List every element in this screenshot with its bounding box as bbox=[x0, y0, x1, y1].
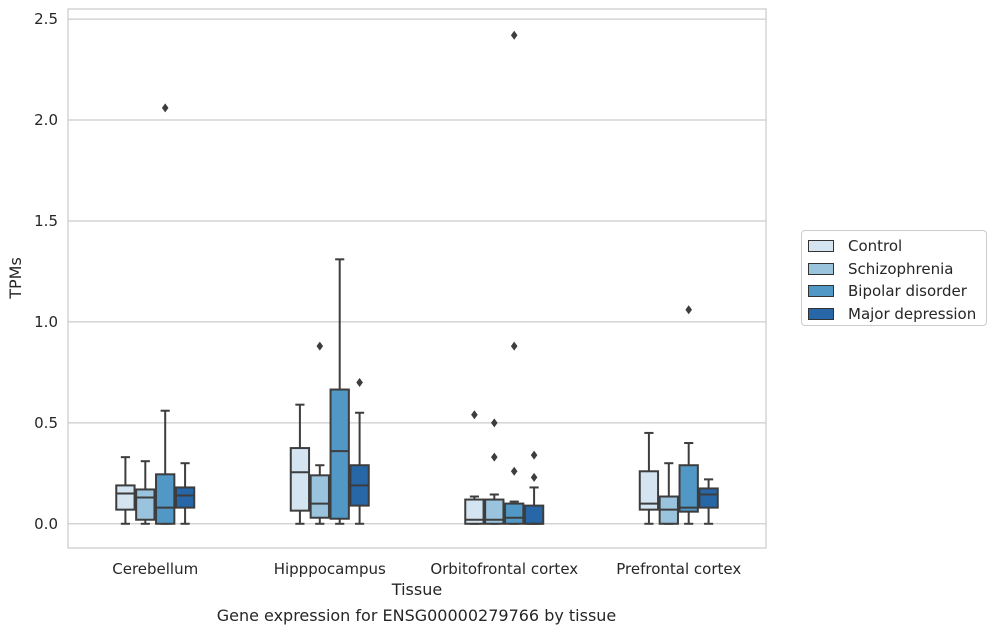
legend-item-control: Control bbox=[808, 235, 980, 258]
x-tick-label: Cerebellum bbox=[112, 560, 198, 578]
outlier-point bbox=[316, 341, 324, 351]
box-iqr bbox=[638, 470, 660, 511]
legend-label: Control bbox=[848, 237, 903, 256]
box-1-1 bbox=[309, 341, 330, 525]
box-iqr bbox=[155, 473, 176, 525]
legend-swatch bbox=[808, 307, 834, 320]
outlier-point bbox=[530, 450, 538, 460]
y-tick-label: 2.5 bbox=[34, 10, 58, 28]
outlier-point bbox=[510, 466, 518, 476]
y-axis-label: TPMs bbox=[6, 257, 25, 300]
box-iqr bbox=[174, 486, 196, 509]
y-tick-label: 2.0 bbox=[34, 111, 58, 129]
box-iqr bbox=[329, 388, 350, 520]
legend-label: Schizophrenia bbox=[848, 259, 954, 278]
outlier-point bbox=[530, 472, 538, 482]
box-3-1 bbox=[658, 462, 679, 525]
x-tick-label: Orbitofrontal cortex bbox=[430, 560, 578, 578]
y-tick-label: 0.0 bbox=[34, 515, 58, 533]
box-0-1 bbox=[135, 460, 156, 525]
box-iqr bbox=[289, 447, 311, 512]
box-iqr bbox=[698, 487, 719, 509]
box-iqr bbox=[135, 488, 156, 521]
box-1-2 bbox=[329, 258, 350, 525]
outlier-point bbox=[491, 418, 498, 428]
box-iqr bbox=[464, 498, 485, 525]
box-3-0 bbox=[638, 431, 660, 525]
y-tick-label: 1.0 bbox=[34, 313, 58, 331]
legend: Control Schizophrenia Bipolar disorder M… bbox=[801, 230, 987, 326]
chart-caption: Gene expression for ENSG00000279766 by t… bbox=[216, 606, 617, 625]
x-tick-labels: Cerebellum Hipppocampus Orbitofrontal cort… bbox=[112, 560, 741, 578]
legend-swatch bbox=[808, 262, 834, 275]
outlier-point bbox=[161, 103, 169, 113]
gridlines bbox=[68, 18, 766, 525]
outlier-point bbox=[471, 410, 478, 420]
legend-item-major-depression: Major depression bbox=[808, 303, 980, 326]
box-2-3 bbox=[523, 450, 545, 525]
legend-label: Bipolar disorder bbox=[848, 282, 967, 301]
x-tick-label: Hipppocampus bbox=[274, 560, 386, 578]
box-2-2 bbox=[504, 30, 525, 525]
legend-swatch bbox=[808, 285, 834, 298]
x-axis-label: Tissue bbox=[391, 580, 442, 599]
x-tick-label: Prefrontal cortex bbox=[616, 560, 741, 578]
box-0-2 bbox=[155, 103, 176, 525]
box-0-0 bbox=[115, 456, 136, 525]
outlier-point bbox=[510, 341, 518, 351]
box-iqr bbox=[523, 504, 545, 525]
outlier-point bbox=[356, 377, 363, 387]
box-1-3 bbox=[349, 377, 370, 525]
box-3-2 bbox=[678, 305, 699, 525]
box-3-3 bbox=[698, 478, 719, 525]
legend-item-schizophrenia: Schizophrenia bbox=[808, 258, 980, 281]
legend-swatch bbox=[808, 240, 834, 253]
box-iqr bbox=[678, 464, 699, 513]
outlier-point bbox=[510, 30, 518, 40]
box-iqr bbox=[309, 474, 330, 519]
outlier-point bbox=[685, 305, 692, 315]
box-0-3 bbox=[174, 462, 196, 525]
box-iqr bbox=[115, 484, 136, 511]
plot-frame bbox=[67, 8, 767, 549]
box-iqr bbox=[484, 498, 505, 525]
y-tick-labels: 0.0 0.5 1.0 1.5 2.0 2.5 bbox=[34, 10, 58, 533]
y-tick-label: 0.5 bbox=[34, 414, 58, 432]
legend-item-bipolar-disorder: Bipolar disorder bbox=[808, 280, 980, 303]
legend-label: Major depression bbox=[848, 304, 977, 323]
outlier-point bbox=[491, 452, 498, 462]
box-2-0 bbox=[464, 410, 485, 525]
box-iqr bbox=[504, 502, 525, 525]
box-2-1 bbox=[484, 418, 505, 525]
y-tick-label: 1.5 bbox=[34, 212, 58, 230]
box-1-0 bbox=[289, 403, 311, 525]
box-groups bbox=[115, 30, 719, 525]
